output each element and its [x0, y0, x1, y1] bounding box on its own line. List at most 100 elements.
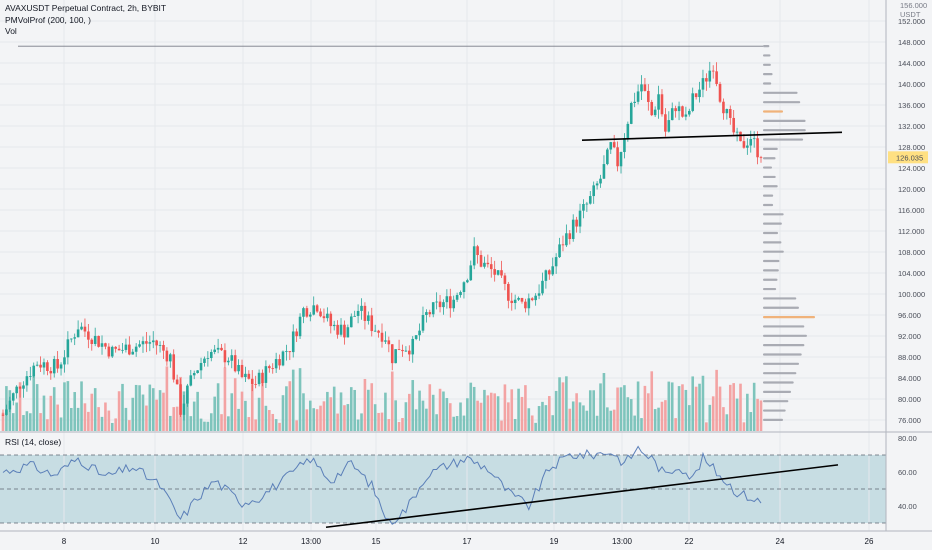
- price-tick-8: 120.000: [898, 185, 925, 194]
- candle-body-161: [551, 266, 555, 275]
- candle-body-13: [46, 362, 49, 371]
- candle-body-162: [554, 257, 558, 267]
- candle-body-57: [196, 370, 199, 374]
- candle-body-98: [336, 324, 339, 335]
- volume-bar-150: [513, 418, 517, 431]
- candle-body-174: [595, 183, 599, 186]
- volume-bar-69: [237, 408, 240, 431]
- price-unit: 156.000 USDT: [900, 1, 927, 19]
- candle-body-194: [664, 114, 667, 132]
- volume-bar-79: [271, 413, 275, 431]
- volume-bar-49: [169, 415, 172, 431]
- volume-bar-47: [162, 392, 165, 431]
- candle-body-95: [326, 313, 329, 319]
- volume-bar-22: [76, 407, 80, 431]
- candle-body-198: [677, 106, 681, 112]
- candle-body-60: [206, 358, 210, 359]
- candle-body-23: [80, 326, 83, 330]
- candle-body-154: [527, 298, 531, 309]
- candle-body-176: [602, 164, 606, 179]
- volume-bar-93: [319, 405, 322, 431]
- profile-row: [763, 362, 800, 365]
- price-tick-2: 144.000: [898, 59, 925, 68]
- profile-row: [763, 241, 782, 244]
- volume-bar-139: [476, 400, 479, 431]
- candle-body-39: [134, 346, 138, 352]
- volume-bar-36: [124, 407, 128, 431]
- volume-bar-138: [472, 386, 476, 431]
- candle-body-181: [619, 152, 623, 167]
- candle-body-209: [715, 71, 718, 84]
- candle-body-86: [295, 331, 298, 337]
- candle-body-125: [428, 312, 432, 315]
- volume-bar-74: [254, 419, 257, 431]
- volume-bar-96: [329, 397, 333, 431]
- volume-bar-81: [278, 422, 281, 431]
- candle-body-52: [179, 384, 182, 415]
- candle-body-0: [1, 414, 5, 416]
- price-tick-7: 124.000: [898, 164, 925, 173]
- price-tick-9: 116.000: [898, 206, 925, 215]
- candle-body-56: [192, 373, 196, 376]
- volume-bar-17: [59, 417, 63, 431]
- volume-bar-173: [592, 390, 595, 431]
- candle-body-188: [643, 84, 647, 91]
- candle-body-147: [503, 275, 507, 284]
- volume-bar-155: [530, 415, 534, 431]
- volume-bar-87: [298, 368, 302, 431]
- volume-bar-212: [725, 414, 729, 431]
- volume-bar-24: [83, 403, 87, 431]
- volume-bar-197: [674, 418, 677, 431]
- candle-body-102: [349, 316, 353, 328]
- volume-bar-128: [438, 388, 442, 431]
- candle-body-200: [684, 114, 688, 117]
- rsi-legend: RSI (14, close): [5, 437, 62, 447]
- candle-body-168: [575, 219, 578, 227]
- volume-bar-147: [503, 384, 507, 431]
- candle-body-129: [442, 302, 445, 308]
- candle-body-196: [670, 108, 674, 121]
- candle-body-2: [8, 400, 12, 410]
- profile-row: [763, 91, 798, 94]
- candle-body-80: [274, 359, 278, 369]
- candle-body-12: [42, 362, 46, 368]
- candle-body-183: [626, 123, 630, 139]
- volume-bar-6: [22, 415, 25, 431]
- profile-row: [763, 409, 786, 412]
- price-trendline: [581, 131, 843, 141]
- candle-body-139: [476, 246, 479, 256]
- volume-bar-169: [578, 402, 582, 431]
- candle-body-58: [199, 362, 203, 371]
- volume-bar-35: [121, 383, 124, 431]
- candle-body-148: [507, 283, 510, 301]
- profile-row: [763, 73, 773, 76]
- candle-body-201: [687, 110, 691, 115]
- candle-body-100: [343, 324, 346, 338]
- volume-bar-77: [264, 405, 268, 431]
- volume-bar-44: [151, 388, 155, 431]
- candle-body-165: [565, 233, 568, 246]
- candle-body-213: [728, 109, 732, 118]
- candle-body-212: [725, 109, 729, 114]
- candle-body-190: [650, 101, 654, 116]
- rsi-line: [2, 445, 762, 525]
- candle-body-47: [162, 344, 165, 351]
- candle-body-6: [22, 385, 25, 389]
- candle-body-77: [264, 366, 268, 383]
- candle-body-141: [483, 262, 486, 267]
- candle-body-135: [462, 282, 466, 293]
- volume-bar-140: [479, 402, 483, 431]
- candle-body-85: [291, 331, 295, 353]
- candle-body-169: [578, 210, 582, 227]
- time-tick-9: 24: [776, 537, 785, 546]
- candle-body-167: [571, 219, 575, 239]
- candle-body-79: [271, 368, 275, 369]
- price-tick-18: 80.000: [898, 395, 921, 404]
- volume-bar-94: [322, 401, 326, 431]
- volume-bar-135: [462, 415, 466, 431]
- volume-bar-211: [722, 407, 725, 431]
- indicator-volume: Vol: [5, 26, 17, 36]
- volume-bar-116: [397, 422, 401, 431]
- candle-body-16: [56, 358, 59, 369]
- candle-body-117: [401, 349, 404, 352]
